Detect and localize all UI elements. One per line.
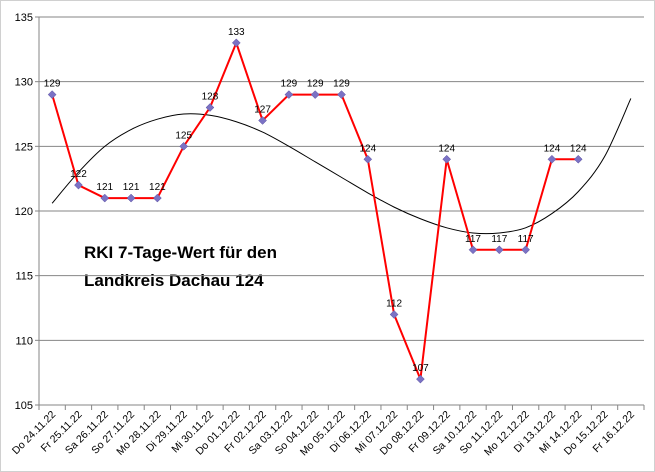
y-tick-label: 125	[15, 141, 33, 153]
marker	[100, 193, 110, 203]
marker	[74, 180, 83, 190]
marker	[468, 245, 478, 255]
data-label: 124	[544, 143, 561, 154]
y-tick-label: 105	[15, 400, 33, 412]
data-label: 121	[96, 182, 113, 193]
y-tick-label: 110	[15, 335, 33, 347]
marker	[363, 154, 373, 164]
data-label: 117	[465, 234, 481, 245]
data-label: 121	[123, 182, 140, 193]
data-label: 121	[149, 182, 166, 193]
y-tick-label: 135	[15, 12, 33, 24]
y-tick-label: 120	[15, 206, 33, 218]
data-label: 129	[307, 79, 324, 90]
marker	[205, 103, 215, 112]
data-label: 122	[70, 169, 87, 180]
marker	[47, 90, 57, 99]
marker	[179, 141, 189, 151]
marker	[310, 90, 320, 99]
data-label: 128	[202, 92, 219, 103]
data-label: 112	[386, 298, 402, 309]
marker	[389, 310, 399, 319]
marker	[258, 116, 267, 125]
data-label: 129	[333, 79, 350, 90]
marker	[494, 245, 504, 255]
marker	[337, 90, 346, 99]
marker	[126, 193, 136, 203]
marker	[547, 154, 557, 164]
data-label: 133	[228, 27, 245, 38]
data-label: 117	[518, 234, 534, 245]
data-label: 124	[359, 143, 376, 154]
data-label: 127	[254, 104, 271, 115]
marker	[231, 38, 241, 48]
marker	[153, 193, 162, 203]
y-tick-label: 115	[15, 271, 33, 283]
y-tick-label: 130	[15, 77, 33, 89]
marker	[416, 374, 425, 384]
annotation: RKI 7-Tage-Wert für den	[84, 243, 277, 262]
data-label: 125	[175, 130, 192, 141]
marker	[284, 90, 294, 99]
marker	[521, 245, 530, 255]
data-label: 124	[570, 143, 587, 154]
data-label: 124	[438, 143, 455, 154]
data-label: 117	[491, 234, 507, 245]
marker	[573, 154, 583, 164]
data-label: 129	[281, 79, 298, 90]
annotation: Landkreis Dachau 124	[84, 271, 264, 290]
data-label: 107	[412, 363, 429, 374]
data-label: 129	[44, 79, 61, 90]
marker	[442, 154, 452, 164]
